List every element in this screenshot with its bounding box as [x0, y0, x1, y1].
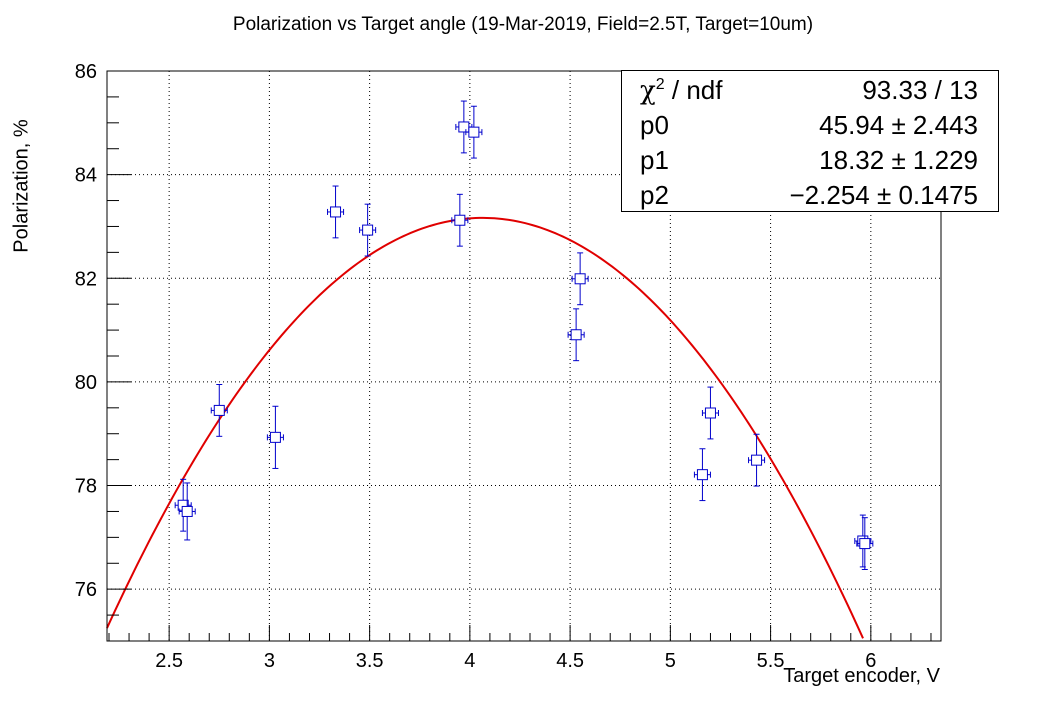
x-tick-label: 3: [264, 650, 275, 672]
data-point: [178, 482, 196, 541]
point-marker: [704, 407, 716, 419]
stats-name-p0: p0: [640, 110, 669, 140]
y-tick-label: 78: [75, 476, 97, 498]
y-tick-label: 86: [75, 61, 97, 83]
y-tick-label: 80: [75, 372, 97, 394]
stats-value-p1: 18.32 ± 1.229: [819, 145, 978, 175]
data-point: [465, 105, 483, 159]
x-tick-label: 5: [665, 650, 676, 672]
data-point: [567, 308, 585, 362]
data-point: [701, 386, 719, 440]
stats-row-p0: p0 45.94 ± 2.443: [622, 110, 998, 144]
data-point: [327, 185, 345, 239]
stats-name-chi2: χ2 / ndf: [640, 75, 723, 106]
point-marker: [330, 206, 342, 218]
y-tick-label: 84: [75, 165, 97, 187]
point-marker: [181, 505, 193, 517]
data-point: [693, 448, 711, 502]
point-marker: [468, 126, 480, 138]
point-marker: [454, 214, 466, 226]
fit-curve-group: [106, 216, 864, 639]
point-marker: [458, 121, 470, 133]
data-point: [451, 193, 469, 247]
data-points: [174, 100, 874, 570]
x-tick-label: 5.5: [757, 650, 785, 672]
data-point: [359, 203, 377, 257]
point-marker: [574, 273, 586, 285]
point-marker: [213, 404, 225, 416]
tick-labels: 2.5 3 3.5 4 4.5 5 5.5 6 76 78 80 82 84 86: [75, 61, 877, 672]
x-tick-label: 4: [464, 650, 475, 672]
stats-row-chi2: χ2 / ndf 93.33 / 13: [622, 75, 998, 109]
data-point: [748, 433, 766, 487]
stats-value-chi2: 93.33 / 13: [862, 75, 978, 105]
fit-curve: [106, 216, 864, 639]
y-axis-label-box: Polarization, %: [10, 119, 34, 252]
point-marker: [570, 329, 582, 341]
point-marker: [751, 454, 763, 466]
fit-stats-box: χ2 / ndf 93.33 / 13 p0 45.94 ± 2.443 p1 …: [621, 70, 999, 212]
data-point: [856, 517, 874, 570]
y-tick-label: 82: [75, 268, 97, 290]
data-point: [266, 405, 284, 469]
point-marker: [696, 469, 708, 481]
data-point: [210, 384, 228, 437]
x-tick-label: 2.5: [155, 650, 183, 672]
stats-name-p2: p2: [640, 180, 669, 210]
x-tick-label: 3.5: [356, 650, 384, 672]
x-tick-label: 6: [865, 650, 876, 672]
point-marker: [362, 224, 374, 236]
stats-row-p1: p1 18.32 ± 1.229: [622, 145, 998, 179]
plot-frame: [106, 70, 942, 642]
point-marker: [859, 538, 871, 550]
x-axis-label: Target encoder, V: [783, 665, 940, 687]
stats-value-p0: 45.94 ± 2.443: [819, 110, 978, 140]
x-tick-label: 4.5: [556, 650, 584, 672]
axes: [106, 70, 942, 642]
stats-row-p2: p2 −2.254 ± 0.1475: [622, 180, 998, 214]
point-marker: [269, 431, 281, 443]
y-tick-label: 76: [75, 579, 97, 601]
y-axis-label: Polarization, %: [10, 119, 33, 253]
data-point: [571, 252, 589, 306]
stats-name-p1: p1: [640, 145, 669, 175]
stats-value-p2: −2.254 ± 0.1475: [789, 180, 979, 210]
chart-title: Polarization vs Target angle (19-Mar-201…: [232, 14, 814, 35]
